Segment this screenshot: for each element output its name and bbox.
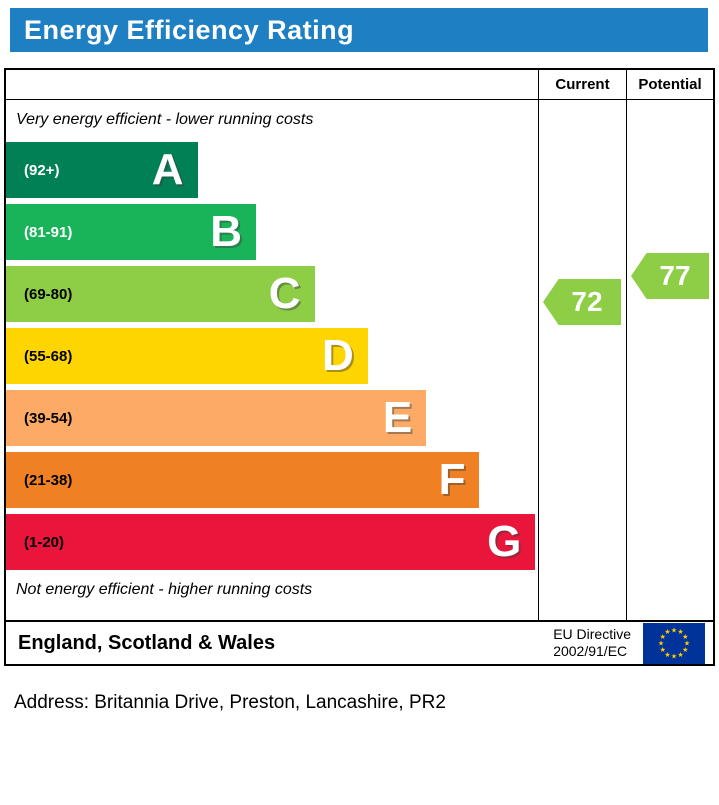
potential-column: 77: [626, 100, 713, 620]
eu-directive-label: EU Directive 2002/91/EC: [553, 626, 631, 660]
band-e-range: (39-54): [24, 409, 73, 427]
band-d: (55-68) D: [6, 328, 368, 384]
band-c-letter: C: [268, 269, 301, 318]
page-title: Energy Efficiency Rating: [10, 8, 708, 52]
potential-rating-value: 77: [659, 260, 691, 291]
band-g-letter: G: [487, 517, 522, 566]
potential-column-header: Potential: [626, 70, 713, 100]
eu-directive-line2: 2002/91/EC: [553, 643, 628, 659]
band-a: (92+) A: [6, 142, 198, 198]
top-note: Very energy efficient - lower running co…: [16, 111, 314, 128]
eu-directive-line1: EU Directive: [553, 626, 631, 642]
band-g: (1-20) G: [6, 514, 536, 570]
svg-text:★: ★: [682, 646, 688, 654]
svg-text:★: ★: [660, 633, 666, 641]
current-rating-arrow: 72: [543, 279, 621, 325]
svg-text:★: ★: [658, 639, 664, 647]
band-a-range: (92+): [24, 161, 60, 179]
band-b: (81-91) B: [6, 204, 257, 260]
band-f: (21-38) F: [6, 452, 480, 508]
svg-text:★: ★: [682, 633, 688, 641]
band-e: (39-54) E: [6, 390, 427, 446]
band-c-range: (69-80): [24, 285, 73, 303]
svg-text:★: ★: [664, 650, 670, 658]
svg-text:★: ★: [671, 652, 677, 660]
region-label: England, Scotland & Wales: [18, 631, 276, 654]
current-column-header: Current: [538, 70, 626, 100]
svg-text:★: ★: [677, 628, 683, 636]
current-rating-value: 72: [571, 286, 603, 317]
band-c: (69-80) C: [6, 266, 315, 322]
bands: (92+) A (81-91) B (69-80) C (55-68) D: [6, 142, 538, 570]
potential-rating-arrow: 77: [631, 253, 709, 299]
band-g-range: (1-20): [24, 533, 65, 551]
band-b-range: (81-91): [24, 223, 73, 241]
eu-flag-icon: ★ ★ ★ ★ ★ ★ ★ ★ ★ ★ ★ ★: [643, 622, 705, 664]
bottom-note: Not energy efficient - higher running co…: [16, 581, 313, 598]
chart-footer: England, Scotland & Wales EU Directive 2…: [6, 620, 713, 664]
rating-table: Current Potential Very energy efficient …: [6, 70, 713, 620]
band-b-letter: B: [210, 207, 243, 256]
band-d-letter: D: [321, 331, 354, 380]
band-a-letter: A: [151, 145, 184, 194]
band-e-letter: E: [382, 393, 413, 442]
svg-text:★: ★: [684, 639, 690, 647]
current-column: 72: [538, 100, 626, 620]
property-address: Address: Britannia Drive, Preston, Lanca…: [14, 692, 446, 713]
energy-rating-chart: Current Potential Very energy efficient …: [4, 68, 715, 666]
band-d-range: (55-68): [24, 347, 73, 365]
svg-text:★: ★: [677, 650, 683, 658]
header-spacer: [6, 70, 538, 100]
svg-text:★: ★: [664, 628, 670, 636]
band-f-letter: F: [438, 455, 466, 504]
svg-text:★: ★: [660, 646, 666, 654]
band-f-range: (21-38): [24, 471, 73, 489]
svg-text:★: ★: [671, 626, 677, 634]
band-area: Very energy efficient - lower running co…: [6, 100, 538, 620]
